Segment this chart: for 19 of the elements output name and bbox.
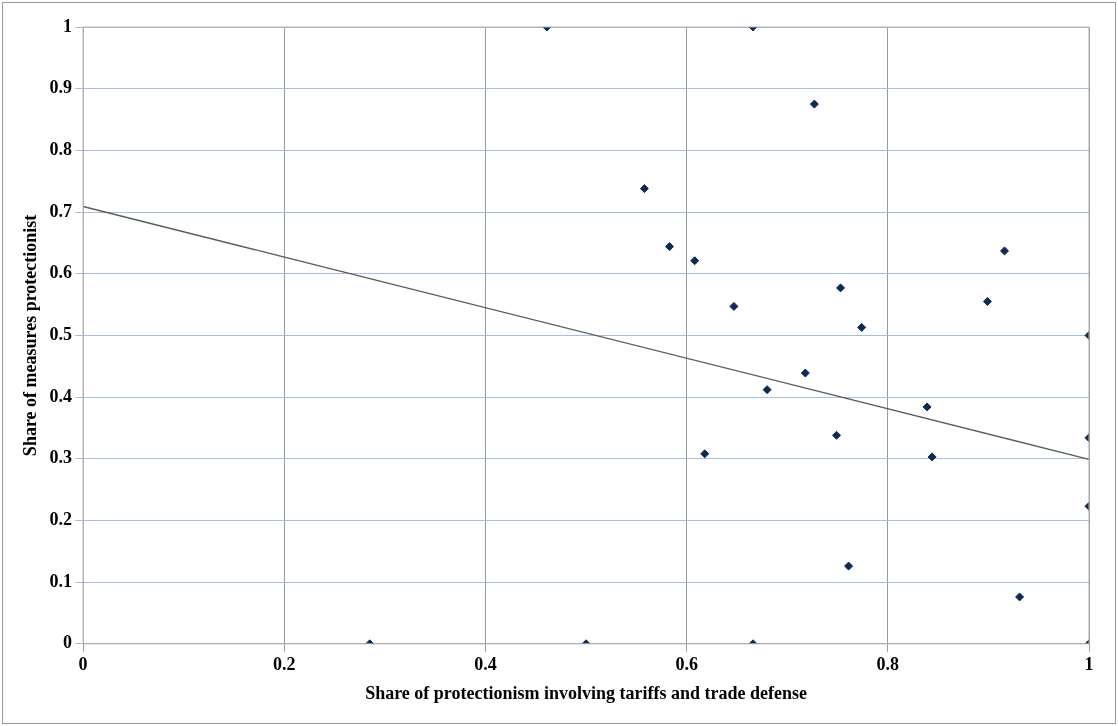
x-tick-label: 0 [78,654,88,675]
y-tick-label: 0.7 [49,200,73,221]
x-axis-title: Share of protectionism involving tariffs and trade defense [365,682,807,703]
y-tick-label: 0 [63,632,73,653]
y-tick-label: 0.3 [49,447,73,468]
y-tick-label: 0.1 [49,570,73,591]
x-tick-label: 0.2 [273,654,296,675]
y-tick-label: 0.2 [49,509,73,530]
x-tick-label: 0.4 [474,654,497,675]
y-tick-label: 1 [63,15,73,36]
x-tick-label: 0.8 [876,654,900,675]
y-tick-label: 0.8 [49,139,73,160]
y-tick-label: 0.6 [49,262,73,283]
y-tick-label: 0.5 [49,324,73,345]
y-tick-label: 0.4 [49,385,73,406]
y-tick-label: 0.9 [49,77,73,98]
x-tick-label: 0.6 [675,654,698,675]
x-tick-label: 1 [1084,654,1094,675]
y-axis-title: Share of measures protectionist [20,214,41,457]
